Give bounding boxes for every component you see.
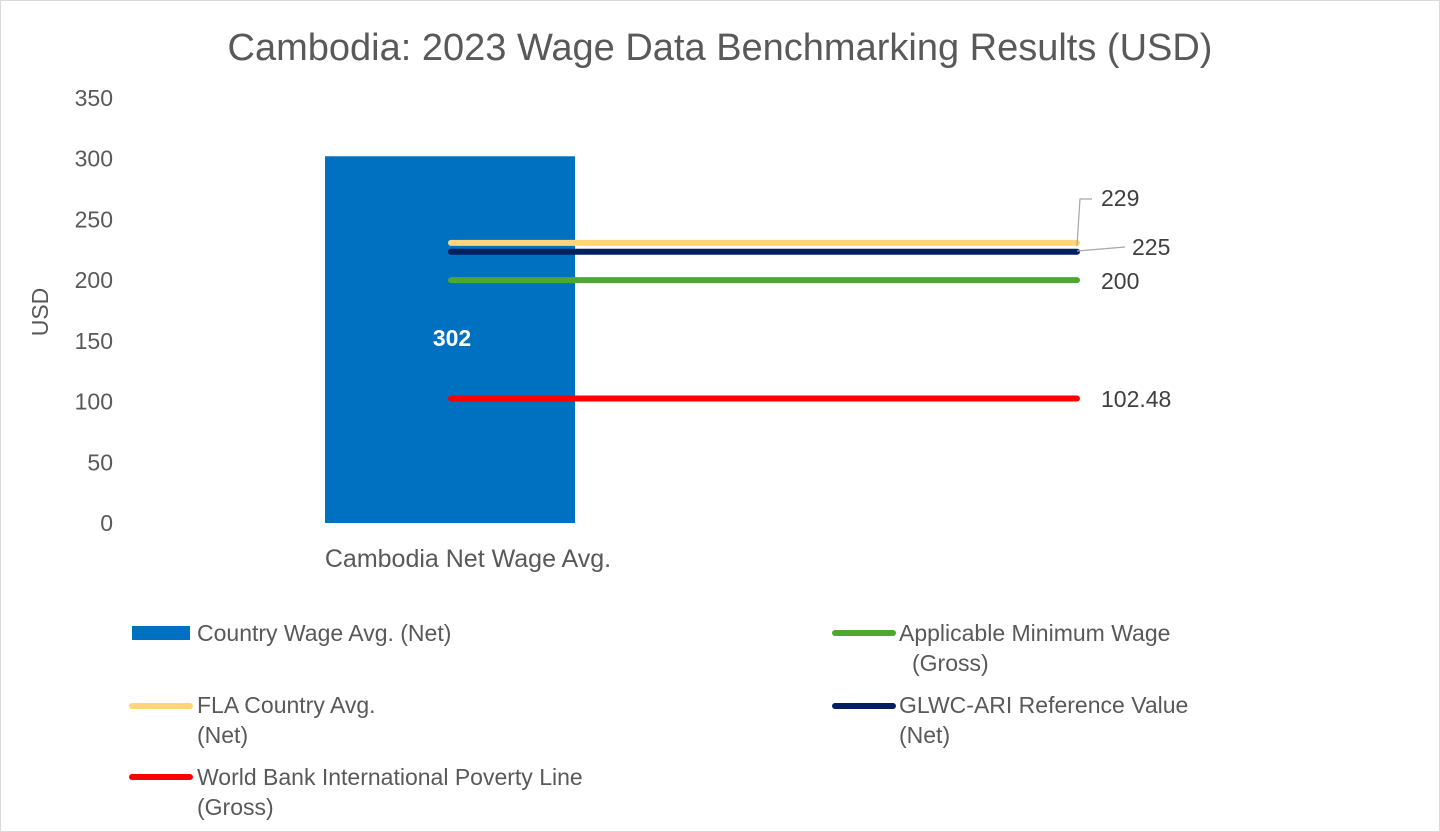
legend-label-glwc-line2: (Net)	[899, 722, 951, 748]
y-tick-label-250: 250	[75, 206, 113, 232]
ref-data-label-minwage: 200	[1101, 268, 1139, 294]
bar-data-label: 302	[433, 325, 471, 351]
bar-cambodia-net-wage	[325, 156, 575, 524]
chart-plot: Cambodia: 2023 Wage Data Benchmarking Re…	[27, 27, 1213, 573]
ref-data-label-poverty: 102.48	[1101, 386, 1171, 412]
y-tick-label-150: 150	[75, 328, 113, 354]
ref-data-label-glwc: 225	[1132, 234, 1170, 260]
reference-lines: 229 225 200 102.48	[448, 185, 1171, 412]
legend-label-poverty-line2: (Gross)	[197, 794, 274, 820]
legend-label-fla-line2: (Net)	[197, 722, 249, 748]
y-tick-label-350: 350	[75, 85, 113, 111]
y-tick-label-0: 0	[100, 510, 113, 536]
x-axis-ticks: Cambodia Net Wage Avg.	[325, 545, 611, 573]
legend-label-poverty-line1: World Bank International Poverty Line	[197, 764, 583, 790]
y-axis-ticks: 0 50 100 150 200 250 300 350	[75, 85, 113, 536]
bar-series: 302	[325, 156, 575, 524]
y-tick-label-100: 100	[75, 389, 113, 415]
y-tick-label-50: 50	[87, 449, 113, 475]
ref-data-label-fla: 229	[1101, 185, 1139, 211]
legend-label-country-wage: Country Wage Avg. (Net)	[197, 620, 452, 646]
leader-line-fla	[1076, 198, 1092, 247]
leader-line-glwc	[1076, 246, 1126, 252]
legend-label-min-wage-line1: Applicable Minimum Wage	[899, 620, 1171, 646]
legend-label-glwc-line1: GLWC-ARI Reference Value	[899, 692, 1189, 718]
chart-title: Cambodia: 2023 Wage Data Benchmarking Re…	[228, 27, 1213, 69]
y-tick-label-300: 300	[75, 146, 113, 172]
legend-label-fla-line1: FLA Country Avg.	[197, 692, 376, 718]
legend-label-min-wage-line2: (Gross)	[912, 650, 989, 676]
y-tick-label-200: 200	[75, 267, 113, 293]
y-axis-label: USD	[27, 288, 53, 337]
x-tick-label-0: Cambodia Net Wage Avg.	[325, 545, 611, 573]
